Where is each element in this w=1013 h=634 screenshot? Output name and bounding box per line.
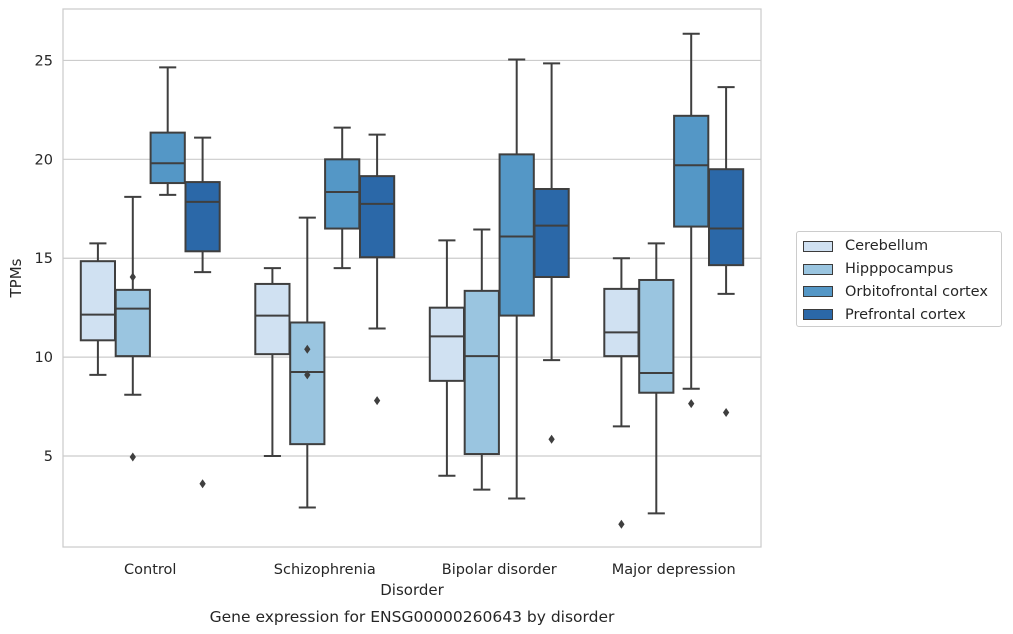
y-tick-label: 20 bbox=[35, 152, 53, 168]
x-axis-label: Disorder bbox=[380, 581, 444, 599]
x-tick-label: Major depression bbox=[612, 562, 736, 578]
iqr-box bbox=[603, 287, 640, 358]
y-tick-label: 15 bbox=[35, 251, 53, 267]
outlier-point bbox=[304, 370, 311, 380]
outlier-point bbox=[129, 452, 136, 462]
outlier-point bbox=[304, 344, 311, 354]
plot-area-frame bbox=[62, 8, 762, 548]
y-tick-label: 25 bbox=[35, 53, 53, 69]
box-prefrontal-cortex bbox=[184, 136, 221, 489]
box-hipppocampus bbox=[463, 228, 500, 491]
y-axis-label: TPMs bbox=[7, 258, 25, 298]
box-orbitofrontal-cortex bbox=[498, 58, 535, 500]
legend-label: Cerebellum bbox=[845, 238, 929, 255]
legend-item: Orbitofrontal cortex bbox=[803, 281, 1001, 304]
outlier-point bbox=[548, 434, 555, 444]
y-axis-ticks: 5 10 15 20 25 bbox=[35, 53, 53, 465]
legend-item: Hipppocampus bbox=[803, 258, 1001, 281]
y-tick-label: 10 bbox=[35, 350, 53, 366]
outlier-point bbox=[688, 399, 695, 409]
iqr-box bbox=[254, 282, 291, 356]
box-orbitofrontal-cortex bbox=[324, 126, 361, 270]
iqr-box bbox=[289, 321, 326, 446]
iqr-box bbox=[463, 289, 500, 456]
box-prefrontal-cortex bbox=[533, 62, 570, 444]
box-prefrontal-cortex bbox=[358, 133, 396, 406]
iqr-box bbox=[638, 278, 675, 394]
box-prefrontal-cortex bbox=[707, 86, 745, 417]
outlier-point bbox=[129, 272, 136, 282]
iqr-box bbox=[428, 306, 466, 382]
box-orbitofrontal-cortex bbox=[149, 66, 186, 196]
legend-item: Cerebellum bbox=[803, 235, 1001, 258]
x-axis-ticks: Control Schizophrenia Bipolar disorder Majo… bbox=[124, 562, 736, 578]
y-tick-label: 5 bbox=[44, 449, 53, 465]
iqr-box bbox=[707, 168, 745, 267]
iqr-box bbox=[533, 187, 570, 279]
legend-swatch bbox=[803, 286, 833, 298]
box-cerebellum bbox=[603, 257, 640, 529]
box-orbitofrontal-cortex bbox=[673, 32, 710, 409]
legend-swatch bbox=[803, 263, 833, 275]
iqr-box bbox=[358, 175, 396, 259]
legend: Cerebellum Hipppocampus Orbitofrontal cort… bbox=[796, 231, 1002, 327]
box-cerebellum bbox=[428, 239, 466, 477]
iqr-box bbox=[184, 181, 221, 253]
legend-swatch bbox=[803, 309, 833, 321]
box-hipppocampus bbox=[289, 216, 326, 509]
legend-label: Prefrontal cortex bbox=[845, 306, 966, 323]
outlier-point bbox=[618, 519, 625, 529]
chart-title: Gene expression for ENSG00000260643 by d… bbox=[210, 608, 615, 626]
boxes bbox=[79, 32, 745, 529]
legend-swatch bbox=[803, 240, 833, 252]
x-tick-label: Schizophrenia bbox=[274, 562, 376, 578]
iqr-box bbox=[149, 131, 186, 185]
outlier-point bbox=[722, 408, 730, 417]
legend-item: Prefrontal cortex bbox=[803, 303, 1001, 326]
box-hipppocampus bbox=[638, 242, 675, 515]
box-hipppocampus bbox=[114, 195, 151, 462]
iqr-box bbox=[498, 153, 535, 317]
iqr-box bbox=[673, 114, 710, 228]
legend-label: Hipppocampus bbox=[845, 261, 954, 278]
x-tick-label: Control bbox=[124, 562, 176, 578]
x-tick-label: Bipolar disorder bbox=[442, 562, 557, 578]
iqr-box bbox=[324, 158, 361, 230]
iqr-box bbox=[114, 288, 151, 358]
outlier-point bbox=[373, 396, 381, 406]
iqr-box bbox=[79, 260, 117, 342]
legend-label: Orbitofrontal cortex bbox=[845, 283, 988, 300]
outlier-point bbox=[199, 479, 206, 489]
box-cerebellum bbox=[79, 242, 117, 376]
box-cerebellum bbox=[254, 267, 291, 458]
